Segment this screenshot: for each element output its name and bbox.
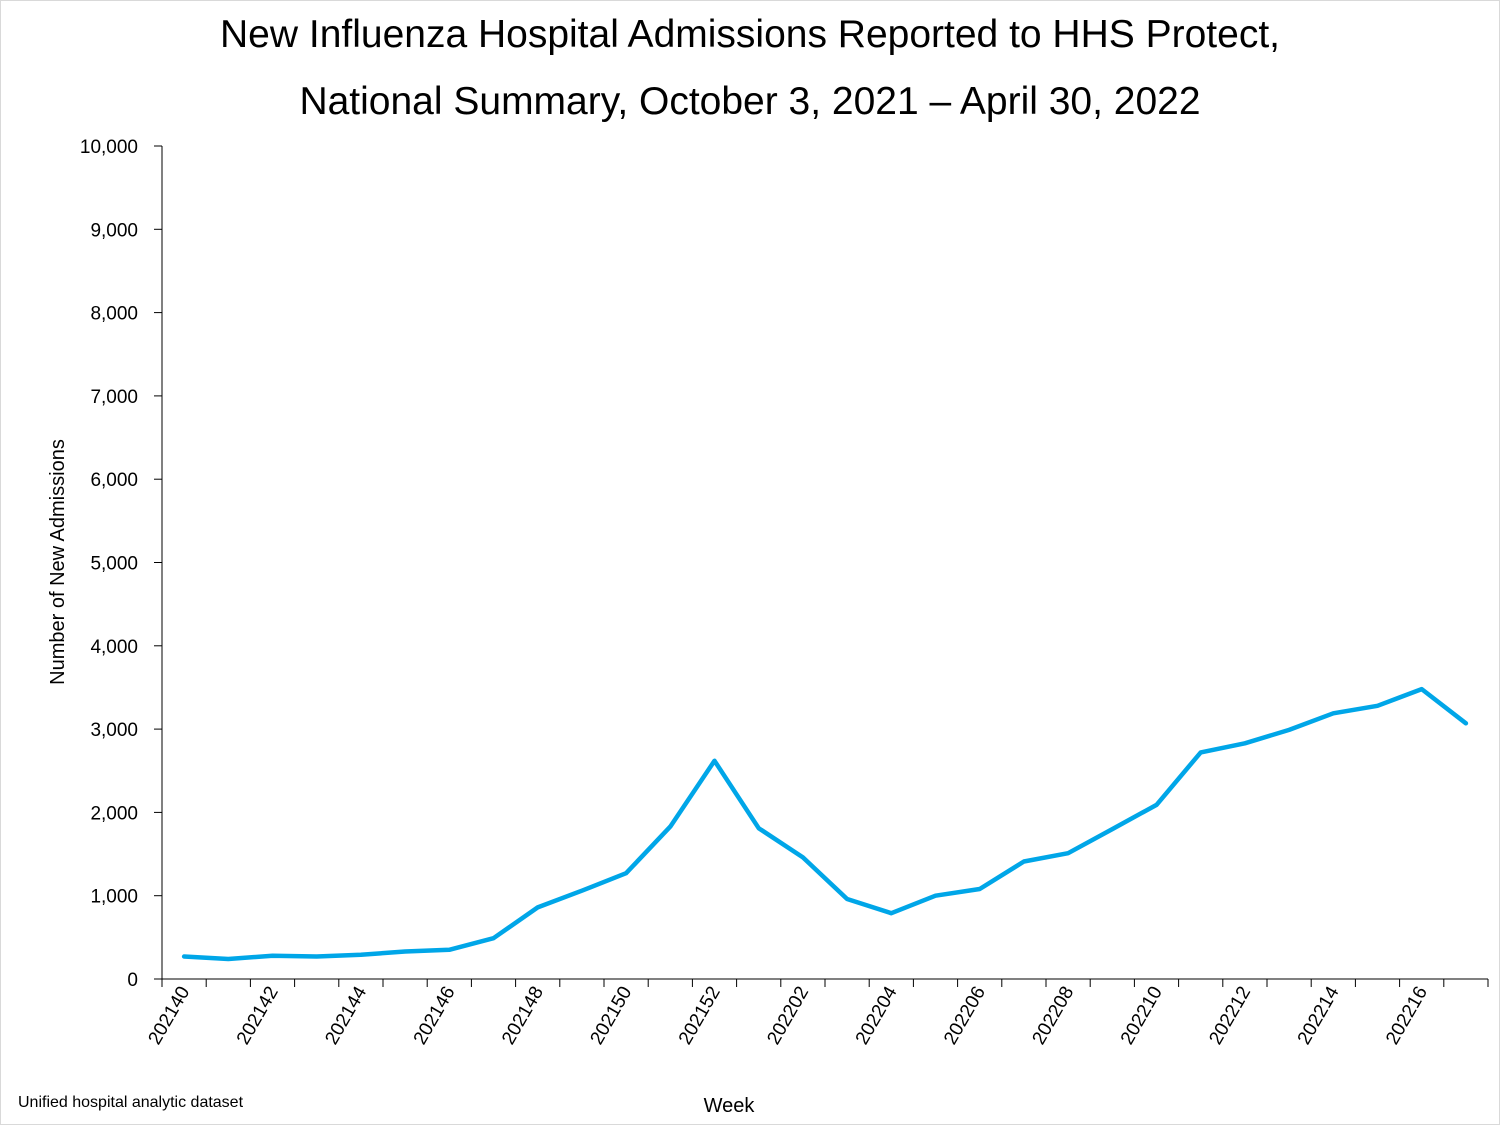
x-axis-ticks: 202140 202142 202144 202146 202148 202150 2021… [145, 979, 1489, 1049]
y-tick-label: 2,000 [90, 803, 138, 824]
x-axis-title: Week [704, 1095, 756, 1117]
x-tick-label: 202144 [321, 983, 371, 1049]
y-tick-label: 0 [127, 970, 138, 991]
chart-subtitle: National Summary, October 3, 2021 – Apri… [299, 80, 1201, 123]
x-tick-label: 202208 [1029, 983, 1079, 1048]
y-axis-ticks: 0 1,000 2,000 3,000 4,000 5,000 6,000 7,000 8,00… [80, 137, 162, 991]
x-tick-label: 202204 [852, 983, 902, 1049]
source-note: Unified hospital analytic dataset [18, 1094, 244, 1111]
x-tick-label: 202148 [498, 983, 548, 1048]
y-tick-label: 10,000 [80, 137, 138, 158]
y-tick-label: 5,000 [90, 554, 138, 575]
y-axis-title: Number of New Admissions [47, 439, 69, 685]
x-tick-label: 202146 [410, 983, 460, 1048]
series-line [181, 686, 1469, 962]
x-tick-label: 202216 [1382, 983, 1432, 1048]
x-tick-label: 202206 [940, 983, 990, 1048]
x-tick-label: 202202 [763, 983, 813, 1048]
y-tick-label: 1,000 [90, 887, 138, 908]
series-lines [181, 686, 1469, 962]
y-tick-label: 4,000 [90, 637, 138, 658]
x-tick-label: 202140 [145, 983, 195, 1048]
x-tick-label: 202212 [1205, 983, 1255, 1048]
chart-title: New Influenza Hospital Admissions Report… [220, 13, 1280, 56]
x-tick-label: 202142 [233, 983, 283, 1048]
y-tick-label: 9,000 [90, 220, 138, 241]
x-tick-label: 202214 [1294, 983, 1344, 1049]
axes [161, 146, 1488, 980]
x-tick-label: 202152 [675, 983, 725, 1048]
x-tick-label: 202210 [1117, 983, 1167, 1048]
y-tick-label: 6,000 [90, 470, 138, 491]
y-tick-label: 8,000 [90, 304, 138, 325]
y-tick-label: 7,000 [90, 387, 138, 408]
x-tick-label: 202150 [587, 983, 637, 1048]
y-tick-label: 3,000 [90, 720, 138, 741]
